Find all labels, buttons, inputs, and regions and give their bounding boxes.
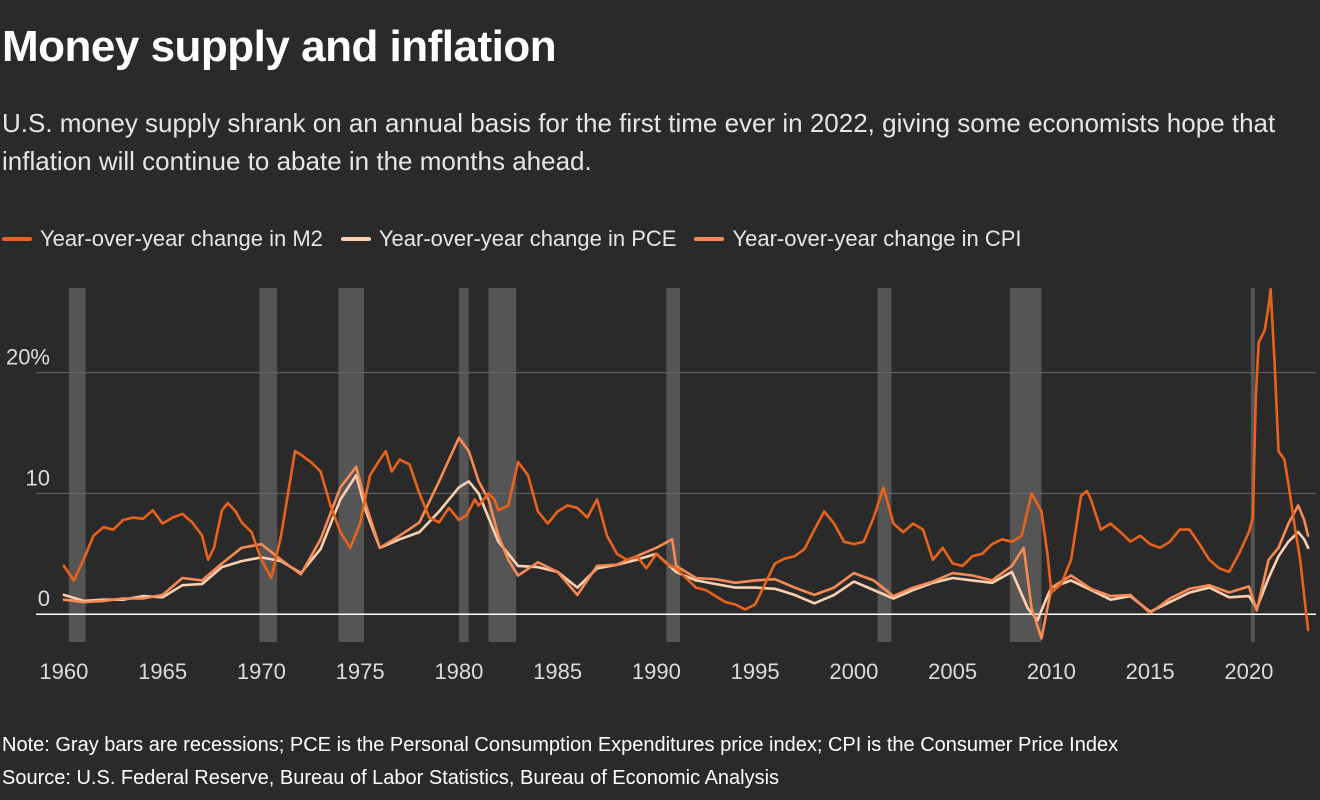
data-series (62, 287, 1310, 640)
x-tick-label-5: 1985 (533, 659, 582, 684)
series-line-m2 (62, 287, 1310, 632)
y-tick-label-0: 0 (38, 586, 50, 611)
recession-bar-3 (458, 288, 469, 642)
recession-bars (68, 288, 1255, 642)
y-tick-label-2: 20% (6, 345, 50, 370)
x-tick-label-10: 2010 (1027, 659, 1076, 684)
recession-bar-1 (259, 288, 278, 642)
legend-label-m2: Year-over-year change in M2 (40, 226, 323, 251)
x-tick-label-0: 1960 (39, 659, 88, 684)
x-tick-label-8: 2000 (829, 659, 878, 684)
legend-label-pce: Year-over-year change in PCE (378, 226, 677, 251)
x-tick-label-11: 2015 (1126, 659, 1175, 684)
series-line-pce (62, 474, 1310, 622)
x-tick-label-12: 2020 (1224, 659, 1273, 684)
line-chart: 1960 1965 1970 1975 1980 1985 1990 1995 2000 2005… (6, 287, 1316, 684)
recession-bar-7 (1009, 288, 1042, 642)
recession-bar-5 (666, 288, 681, 642)
recession-bar-0 (68, 288, 86, 642)
legend-swatch-cpi (694, 237, 725, 241)
y-axis: 0 10 20% (6, 345, 50, 612)
x-tick-label-6: 1990 (632, 659, 681, 684)
chart-subtitle: U.S. money supply shrank on an annual ba… (2, 108, 1276, 176)
recession-bar-4 (488, 288, 517, 642)
chart-note: Note: Gray bars are recessions; PCE is t… (2, 734, 1119, 756)
legend: Year-over-year change in M2 Year-over-ye… (2, 226, 1022, 252)
x-tick-label-1: 1965 (138, 659, 187, 684)
x-tick-label-4: 1980 (434, 659, 483, 684)
legend-item-m2: Year-over-year change in M2 (2, 226, 323, 252)
recession-bar-2 (338, 288, 365, 642)
y-tick-label-1: 10 (26, 465, 50, 490)
recession-bar-8 (1250, 288, 1255, 642)
chart-source: Source: U.S. Federal Reserve, Bureau of … (2, 767, 780, 789)
legend-label-cpi: Year-over-year change in CPI (732, 226, 1022, 251)
chart-title: Money supply and inflation (2, 22, 557, 71)
grid-lines (36, 372, 1316, 615)
series-line-cpi (62, 436, 1310, 640)
legend-item-cpi: Year-over-year change in CPI (694, 226, 1022, 252)
x-tick-label-2: 1970 (237, 659, 286, 684)
x-tick-label-9: 2005 (928, 659, 977, 684)
legend-swatch-m2 (2, 237, 32, 241)
legend-item-pce: Year-over-year change in PCE (340, 226, 677, 252)
x-tick-label-7: 1995 (731, 659, 780, 684)
x-tick-label-3: 1975 (336, 659, 385, 684)
x-axis: 1960 1965 1970 1975 1980 1985 1990 1995 2000 2005… (39, 659, 1273, 684)
legend-swatch-pce (340, 237, 371, 241)
recession-bar-6 (877, 288, 892, 642)
